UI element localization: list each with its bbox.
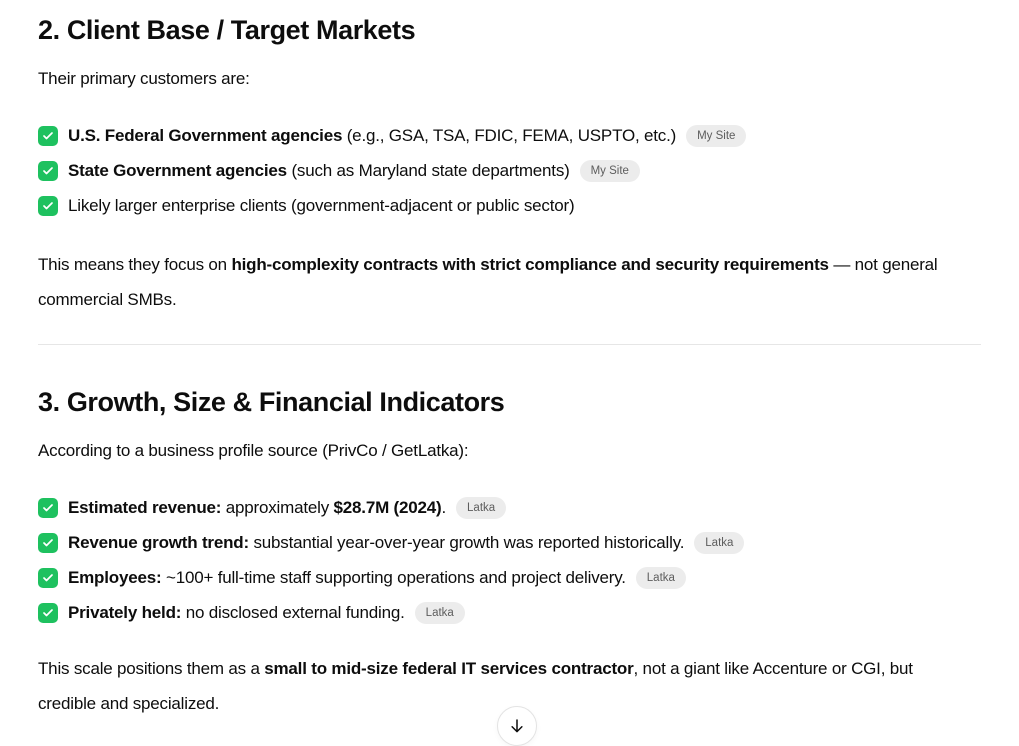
list-item-text: State Government agencies (such as Maryl…: [68, 160, 570, 180]
citation-badge[interactable]: Latka: [635, 566, 686, 589]
list-item-text: U.S. Federal Government agencies (e.g., …: [68, 125, 677, 145]
list-item-text: Revenue growth trend: substantial year-o…: [68, 532, 685, 552]
check-icon: [38, 160, 58, 181]
section-divider: [38, 344, 981, 345]
list-item: Likely larger enterprise clients (govern…: [38, 188, 981, 223]
list-item-text: Employees: ~100+ full-time staff support…: [68, 567, 626, 587]
check-icon: [38, 602, 58, 623]
client-base-list: U.S. Federal Government agencies (e.g., …: [38, 118, 981, 223]
section-heading-client-base: 2. Client Base / Target Markets: [38, 15, 416, 45]
list-item-text: Likely larger enterprise clients (govern…: [68, 195, 575, 215]
check-icon: [38, 567, 58, 588]
list-item: Revenue growth trend: substantial year-o…: [38, 525, 981, 560]
list-item: State Government agencies (such as Maryl…: [38, 153, 981, 188]
list-item-text: Estimated revenue: approximately $28.7M …: [68, 497, 447, 517]
list-item: Privately held: no disclosed external fu…: [38, 595, 981, 630]
section-intro: Their primary customers are:: [38, 69, 250, 88]
list-item: Employees: ~100+ full-time staff support…: [38, 560, 981, 595]
list-item: Estimated revenue: approximately $28.7M …: [38, 490, 981, 525]
arrow-down-icon: [508, 717, 526, 735]
citation-badge[interactable]: Latka: [456, 496, 507, 519]
citation-badge[interactable]: Latka: [414, 601, 465, 624]
citation-badge[interactable]: My Site: [579, 159, 640, 182]
check-icon: [38, 125, 58, 146]
list-item-text: Privately held: no disclosed external fu…: [68, 602, 405, 622]
financial-indicators-list: Estimated revenue: approximately $28.7M …: [38, 490, 981, 630]
scroll-to-bottom-button[interactable]: [497, 706, 537, 746]
section-summary: This means they focus on high-complexity…: [38, 255, 938, 309]
citation-badge[interactable]: Latka: [694, 531, 745, 554]
section-heading-growth: 3. Growth, Size & Financial Indicators: [38, 387, 505, 417]
chat-response-content: 2. Client Base / Target Markets Their pr…: [38, 15, 981, 713]
citation-badge[interactable]: My Site: [686, 124, 747, 147]
check-icon: [38, 532, 58, 553]
list-item: U.S. Federal Government agencies (e.g., …: [38, 118, 981, 153]
check-icon: [38, 497, 58, 518]
section-intro: According to a business profile source (…: [38, 441, 469, 460]
check-icon: [38, 195, 58, 216]
section-summary: This scale positions them as a small to …: [38, 659, 913, 713]
